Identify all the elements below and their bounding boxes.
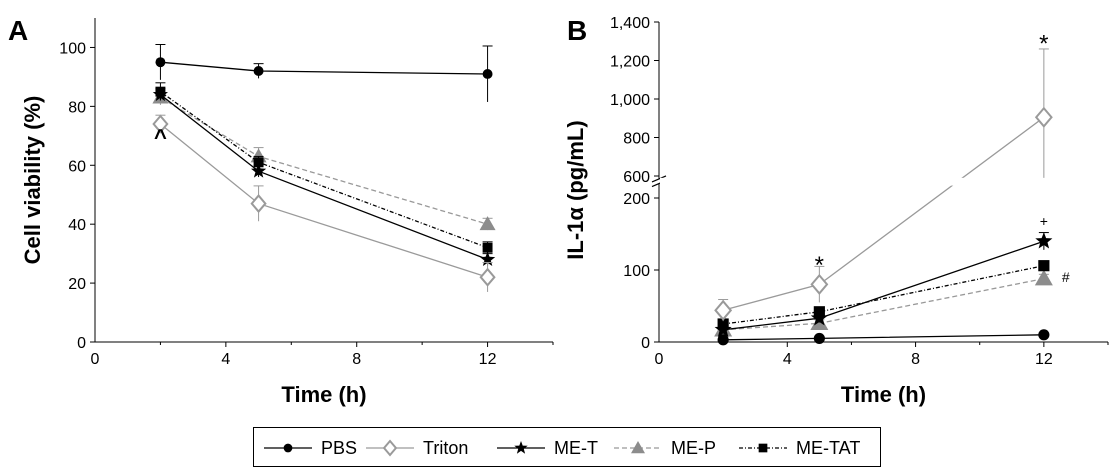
legend-item-me-p-label: ME-P xyxy=(671,438,716,458)
panel-a-pbs-point xyxy=(254,66,264,76)
legend-item-triton-marker xyxy=(384,441,396,455)
panel-b-pbs-point xyxy=(718,334,729,345)
legend-item-me-p-marker xyxy=(631,441,645,453)
panel-a-x-tick-label: 12 xyxy=(479,351,497,368)
panel-b-y-tick-label: 200 xyxy=(623,191,650,208)
panel-b-y-tick-label: 100 xyxy=(623,263,650,280)
panel-a-x-axis-title: Time (h) xyxy=(281,382,366,407)
panel-b-annotation: # xyxy=(1062,269,1070,285)
panel-b-y-tick-label: 1,000 xyxy=(610,92,650,109)
panel-a-y-tick-label: 0 xyxy=(77,335,86,352)
panel-a-me-p-line xyxy=(160,98,487,225)
panel-a-y-tick-label: 20 xyxy=(68,276,86,293)
legend-item-triton-label: Triton xyxy=(423,438,468,458)
panel-b-y-tick-label: 1,400 xyxy=(610,15,650,32)
panel-b-y-tick-label: 800 xyxy=(623,131,650,148)
panel-a-y-tick-label: 40 xyxy=(68,217,86,234)
panel-a-y-tick-label: 60 xyxy=(68,158,86,175)
panel-b-pbs-point xyxy=(814,333,825,344)
panel-a-letter: A xyxy=(8,15,28,46)
panel-a-chart: 0 20 40 60 80 100 0 4 8 12 Time (h) Cell viability … xyxy=(20,18,553,407)
panel-b-me-p-point xyxy=(1035,270,1053,286)
legend-item-pbs-label: PBS xyxy=(321,438,357,458)
panel-a-pbs-point xyxy=(483,69,493,79)
panel-a-x-tick-label: 4 xyxy=(221,351,230,368)
panel-a-pbs-line xyxy=(160,62,487,74)
legend-item-me-t-marker xyxy=(514,441,527,454)
panel-b-annotation: + xyxy=(1040,213,1048,229)
panel-b-pbs-line xyxy=(723,335,1044,340)
panel-b-me-p-line xyxy=(723,279,1044,330)
panel-b-triton-point xyxy=(1036,108,1051,126)
panel-b-x-tick-label: 12 xyxy=(1035,351,1053,368)
panel-b-y-tick-label: 1,200 xyxy=(610,54,650,71)
panel-b-break-gap xyxy=(660,178,1109,186)
panel-a-annotation: ^ xyxy=(154,125,167,150)
legend-item-me-t-label: ME-T xyxy=(554,438,598,458)
panel-b-me-tat-line xyxy=(723,266,1044,324)
panel-a-x-tick-label: 8 xyxy=(352,351,361,368)
panel-a-pbs-point xyxy=(155,57,165,67)
panel-b-y-axis-title: IL-1α (pg/mL) xyxy=(563,120,588,259)
legend-item-pbs-marker xyxy=(284,444,293,453)
panel-a-x-tick-label: 0 xyxy=(91,351,100,368)
panel-b-x-tick-label: 8 xyxy=(911,351,920,368)
panel-a-me-tat-point xyxy=(483,243,493,253)
panel-a-triton-point xyxy=(252,196,266,212)
legend-item-me-tat-marker xyxy=(759,444,768,453)
panel-b-y-tick-label: 600 xyxy=(623,169,650,186)
panel-b-chart: 0 100 200 600 800 1,000 1,200 1,400 0 4 8 12 Time (h… xyxy=(563,15,1109,407)
panel-a-triton-point xyxy=(481,269,495,285)
panel-b-annotation: * xyxy=(1039,30,1048,57)
panel-b-me-t-line xyxy=(723,241,1044,330)
panel-a-me-t-line xyxy=(160,95,487,260)
panel-b-pbs-point xyxy=(1038,329,1049,340)
legend: PBS Triton ME-T ME-P ME-TAT xyxy=(253,427,881,467)
panel-a-y-tick-label: 100 xyxy=(59,40,86,57)
panel-b-x-axis-title: Time (h) xyxy=(841,382,926,407)
panel-b-triton-line xyxy=(723,117,1044,310)
legend-graphic: PBS Triton ME-T ME-P ME-TAT xyxy=(254,428,882,468)
panel-b-triton-point xyxy=(715,301,730,319)
panel-a-y-axis-title: Cell viability (%) xyxy=(20,96,45,265)
panel-b-annotation: * xyxy=(815,252,824,279)
legend-item-me-tat-label: ME-TAT xyxy=(796,438,860,458)
panel-b-me-tat-point xyxy=(1038,260,1049,271)
panel-b-y-tick-label: 0 xyxy=(641,335,650,352)
panel-b-x-tick-label: 4 xyxy=(783,351,792,368)
panel-b-letter: B xyxy=(567,15,587,46)
panel-a-y-tick-label: 80 xyxy=(68,99,86,116)
panel-a-triton-line xyxy=(160,124,487,277)
panel-b-x-tick-label: 0 xyxy=(655,351,664,368)
